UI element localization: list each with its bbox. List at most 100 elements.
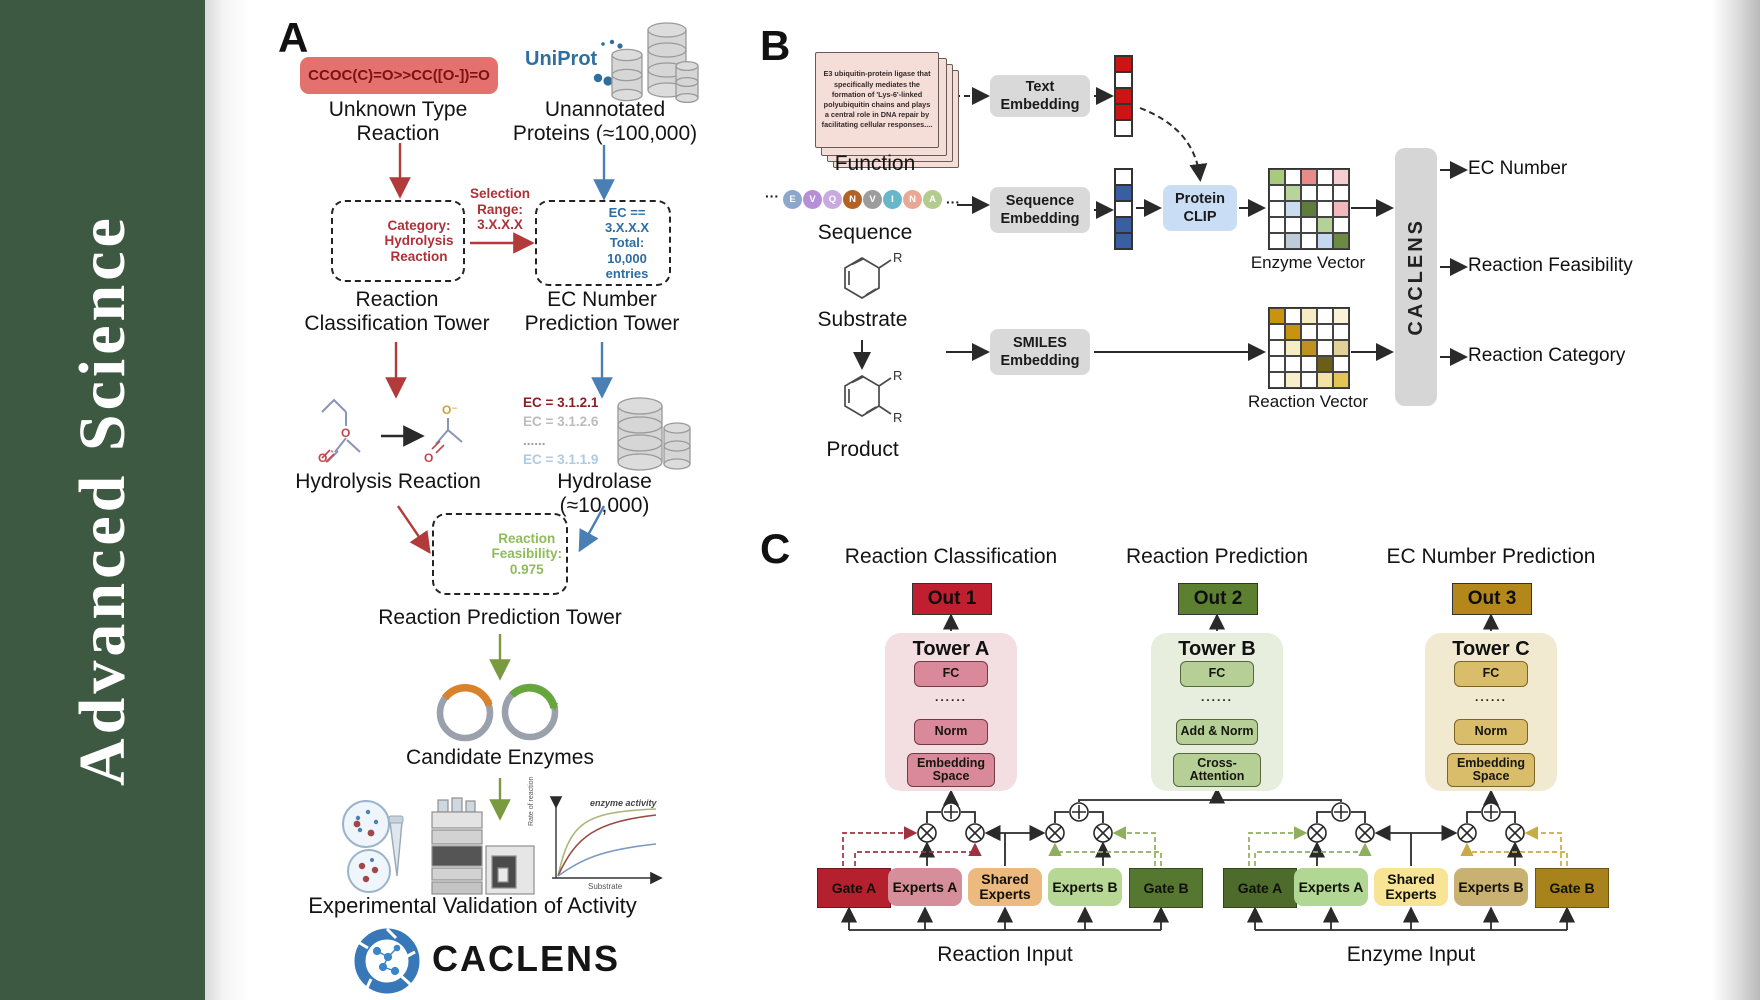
page-fold-shadow-right [1712, 0, 1760, 1000]
matrix-cell [1285, 233, 1301, 249]
matrix-cell [1285, 201, 1301, 217]
matrix-cell [1333, 169, 1349, 185]
panelB-arrows [853, 87, 1468, 370]
enzyme-gate-b-box: Gate B [1535, 868, 1609, 908]
petri-dish-icons [342, 800, 404, 893]
matrix-cell [1269, 340, 1285, 356]
tower-c-embedding-space: Embedding Space [1447, 753, 1535, 787]
matrix-cell [1317, 201, 1333, 217]
unknown-type-reaction-label: Unknown Type Reaction [328, 98, 468, 146]
matrix-cell [1285, 340, 1301, 356]
enzyme-icon-slot [438, 519, 485, 589]
matrix-cell [1317, 308, 1333, 324]
plasmid-icons [436, 683, 559, 742]
residue-circle: N [843, 190, 862, 209]
matrix-cell [1317, 372, 1333, 388]
caclens-model-box: CACLENS [1395, 148, 1437, 406]
matrix-cell [1301, 324, 1317, 340]
ec-list-item: EC = 3.1.1.9 [523, 451, 599, 467]
enzyme-experts-b-box: Experts B [1454, 868, 1528, 906]
acetate-molecule-icon [431, 418, 463, 454]
sequence-embedding-vector [1114, 168, 1133, 250]
tower-a-embedding-space: Embedding Space [907, 753, 995, 787]
ec-list-item: ...... [523, 432, 546, 448]
matrix-cell [1333, 340, 1349, 356]
matrix-cell [1285, 217, 1301, 233]
matrix-cell [1269, 169, 1285, 185]
matrix-cell [1285, 324, 1301, 340]
molecule-icon-slot [337, 206, 373, 276]
experimental-validation-label: Experimental Validation of Activity [308, 893, 637, 918]
matrix-cell [1333, 201, 1349, 217]
panel-b-label: B [760, 22, 791, 69]
category-hydrolysis-text: Category: Hydrolysis Reaction [384, 217, 454, 264]
matrix-cell [1333, 308, 1349, 324]
heading-reaction-classification: Reaction Classification [844, 545, 1058, 568]
smiles-text: CCOC(C)=O>>CC([O-])=O [308, 67, 490, 84]
matrix-cell [1317, 185, 1333, 201]
matrix-cell [1301, 233, 1317, 249]
caclens-logo-icon [354, 927, 420, 994]
caclens-model-text: CACLENS [1404, 218, 1427, 336]
tower-b-dots: ...... [1200, 690, 1234, 704]
vector-cell [1115, 104, 1132, 120]
enzyme-vector-label: Enzyme Vector [1250, 253, 1366, 272]
enzyme-input-label: Enzyme Input [1346, 943, 1476, 966]
activity-chart-icon [549, 796, 663, 885]
plus-nodes [941, 802, 1501, 822]
reaction-shared-experts-box: Shared Experts [968, 868, 1042, 906]
matrix-cell [1333, 233, 1349, 249]
gate-feedback-lines [842, 826, 1568, 866]
moe-op-nodes [917, 802, 1525, 843]
function-card-text: E3 ubiquitin-protein ligase that specifi… [821, 69, 933, 130]
matrix-cell [1301, 308, 1317, 324]
acetate-oxygens: O⁻ O [424, 403, 458, 465]
uniprot-logo-text: UniProt [525, 48, 598, 70]
tower-c: Tower C FC ...... Norm Embedding Space [1425, 633, 1557, 791]
sequence-ellipsis-right: ··· [946, 194, 960, 210]
smiles-reaction-box: CCOC(C)=O>>CC([O-])=O [300, 57, 498, 94]
multiply-nodes [917, 823, 1525, 843]
matrix-cell [1269, 356, 1285, 372]
vector-cell [1115, 56, 1132, 72]
matrix-cell [1333, 185, 1349, 201]
function-card-stack: E3 ubiquitin-protein ligase that specifi… [815, 52, 959, 168]
vector-cell [1115, 233, 1132, 249]
enzyme-gate-a-box: Gate A [1223, 868, 1297, 908]
ec-prediction-dashed-box: EC == 3.X.X.X Total: 10,000 entries [535, 200, 671, 286]
tower-b-add-norm: Add & Norm [1176, 719, 1258, 745]
sequence-ellipsis-left: ··· [765, 188, 779, 204]
matrix-cell [1301, 201, 1317, 217]
function-card-front: E3 ubiquitin-protein ligase that specifi… [815, 52, 939, 148]
tower-c-fc: FC [1454, 661, 1528, 687]
selection-range-label: Selection Range: 3.X.X.X [469, 186, 531, 233]
reaction-gate-b-box: Gate B [1129, 868, 1203, 908]
matrix-cell [1269, 201, 1285, 217]
protein-clip-box: Protein CLIP [1163, 185, 1237, 231]
reaction-prediction-tower-label: Reaction Prediction Tower [378, 606, 622, 629]
out3-box: Out 3 [1452, 583, 1532, 615]
substrate-label: Substrate [817, 308, 908, 331]
matrix-cell [1269, 372, 1285, 388]
activity-chart-xlabel: Substrate [588, 882, 623, 891]
reaction-experts-b-box: Experts B [1048, 868, 1122, 906]
output-ec-number: EC Number [1468, 158, 1568, 179]
matrix-cell [1317, 340, 1333, 356]
reaction-classification-dashed-box: Category: Hydrolysis Reaction [331, 200, 465, 282]
reaction-classification-tower-label: Reaction Classification Tower [304, 288, 490, 336]
reaction-vector-matrix [1268, 307, 1350, 389]
matrix-cell [1285, 185, 1301, 201]
matrix-cell [1317, 356, 1333, 372]
vector-cell [1115, 120, 1132, 136]
residue-circle: Q [823, 190, 842, 209]
matrix-cell [1269, 308, 1285, 324]
function-label: Function [834, 152, 916, 175]
matrix-cell [1317, 324, 1333, 340]
panel-c-label: C [760, 525, 791, 572]
panelA-arrows [381, 143, 615, 821]
vector-cell [1115, 88, 1132, 104]
tower-c-title: Tower C [1452, 638, 1530, 660]
reaction-experts-a-box: Experts A [888, 868, 962, 906]
enzyme-shared-experts-box: Shared Experts [1374, 868, 1448, 906]
